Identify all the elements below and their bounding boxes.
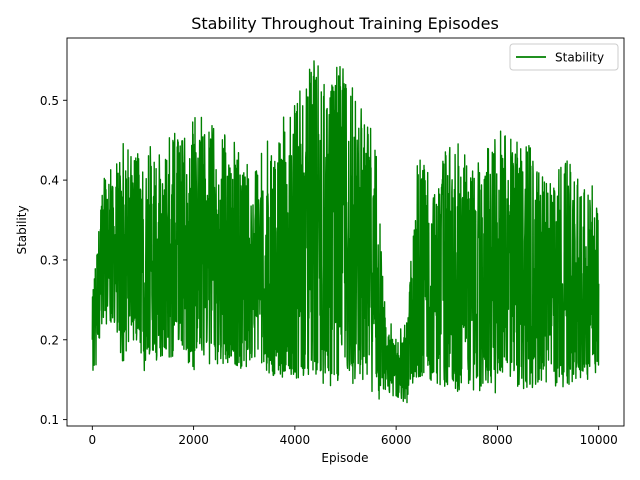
y-tick-label: 0.4 <box>40 174 59 188</box>
x-tick-label: 10000 <box>580 433 618 447</box>
legend: Stability <box>509 43 619 71</box>
axes-frame <box>66 37 625 427</box>
y-tick-label: 0.5 <box>40 94 59 108</box>
legend-label-stability: Stability <box>555 51 604 65</box>
x-tick-label: 0 <box>88 433 96 447</box>
chart-title: Stability Throughout Training Episodes <box>191 14 499 33</box>
x-tick-label: 4000 <box>280 433 311 447</box>
x-axis-label: Episode <box>321 451 368 465</box>
x-tick-label: 6000 <box>381 433 412 447</box>
x-tick-label: 8000 <box>482 433 513 447</box>
x-tick-label: 2000 <box>178 433 209 447</box>
y-tick-label: 0.1 <box>40 413 59 427</box>
plot-area <box>91 60 600 404</box>
y-tick-label: 0.3 <box>40 253 59 267</box>
y-axis-label: Stability <box>15 205 29 254</box>
axes: 0 2000 4000 6000 8000 10000 0.1 0.2 0.3 0.4 0.5 <box>40 37 625 447</box>
y-tick-label: 0.2 <box>40 333 59 347</box>
legend-box <box>509 43 619 71</box>
series-line-stability <box>91 60 600 404</box>
